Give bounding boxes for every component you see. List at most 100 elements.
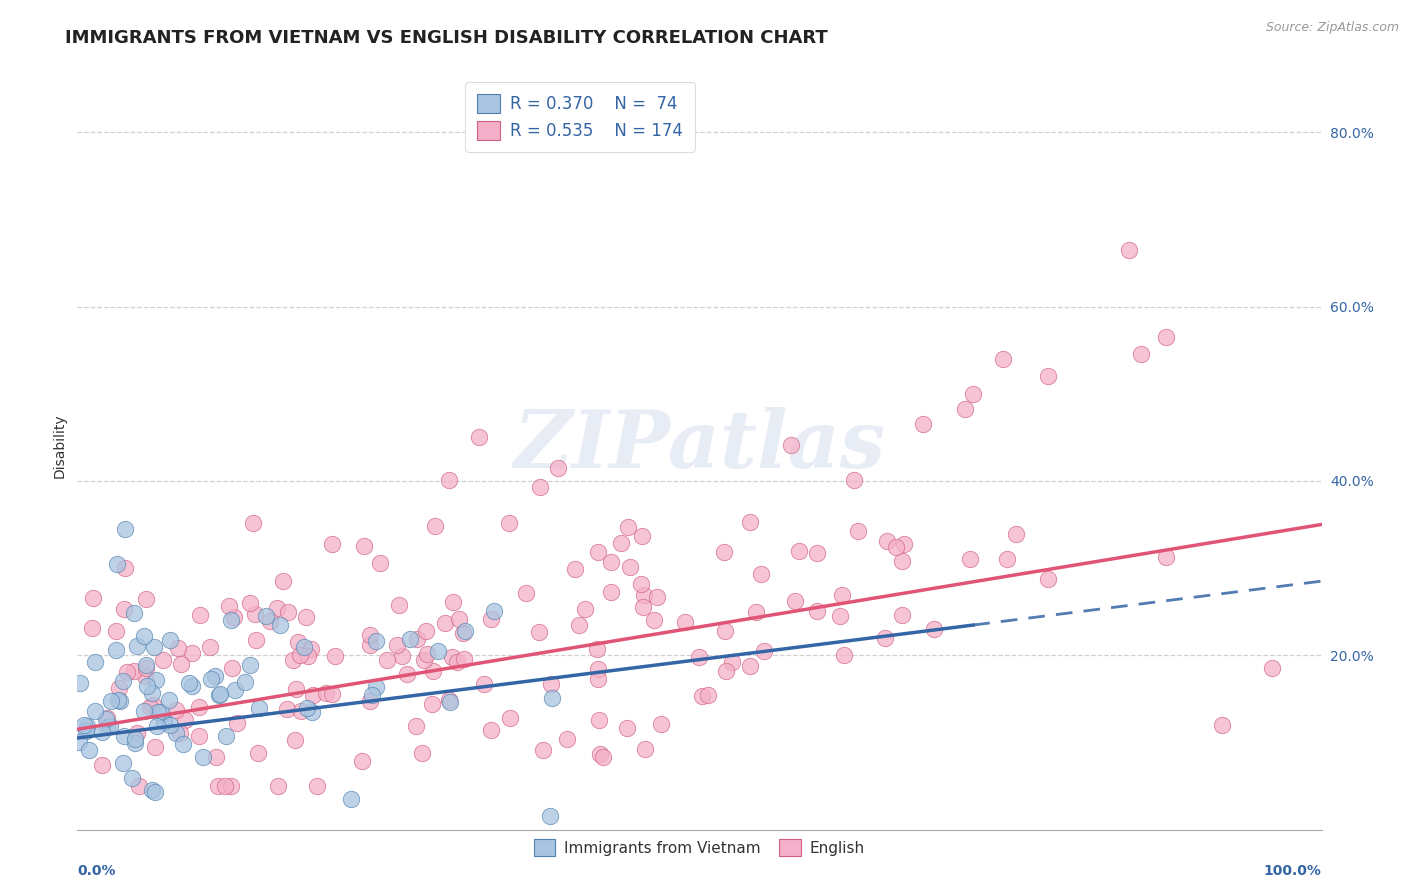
Point bbox=[135, 591, 157, 606]
Point bbox=[301, 688, 323, 702]
Point bbox=[368, 556, 391, 570]
Point bbox=[142, 640, 165, 654]
Point bbox=[787, 543, 810, 558]
Point bbox=[1036, 369, 1059, 384]
Point bbox=[527, 624, 550, 639]
Point bbox=[1118, 243, 1140, 257]
Point bbox=[361, 688, 384, 702]
Point bbox=[437, 473, 460, 487]
Point bbox=[647, 590, 669, 604]
Point bbox=[541, 690, 564, 705]
Point bbox=[249, 701, 271, 715]
Point bbox=[105, 643, 128, 657]
Point bbox=[592, 750, 614, 764]
Point bbox=[439, 695, 461, 709]
Point bbox=[405, 632, 427, 647]
Point bbox=[832, 648, 855, 663]
Point bbox=[219, 613, 242, 627]
Point bbox=[991, 352, 1014, 367]
Point bbox=[67, 735, 90, 749]
Point bbox=[831, 588, 853, 602]
Point bbox=[159, 718, 181, 732]
Point bbox=[893, 537, 915, 551]
Point bbox=[112, 729, 135, 743]
Point bbox=[1036, 572, 1059, 586]
Point bbox=[479, 612, 502, 626]
Point bbox=[132, 704, 155, 718]
Point bbox=[84, 655, 107, 669]
Point bbox=[745, 605, 768, 619]
Point bbox=[453, 652, 475, 666]
Point bbox=[108, 694, 131, 708]
Point bbox=[633, 600, 655, 615]
Point bbox=[451, 626, 474, 640]
Point bbox=[531, 742, 554, 756]
Point bbox=[276, 701, 298, 715]
Point bbox=[107, 681, 129, 696]
Point bbox=[412, 653, 434, 667]
Point bbox=[138, 700, 160, 714]
Point bbox=[688, 650, 710, 665]
Point bbox=[713, 545, 735, 559]
Point bbox=[198, 640, 221, 654]
Point bbox=[214, 779, 236, 793]
Point bbox=[239, 657, 262, 672]
Point bbox=[422, 665, 444, 679]
Point bbox=[146, 705, 169, 719]
Point bbox=[122, 606, 145, 620]
Point bbox=[749, 566, 772, 581]
Point bbox=[714, 665, 737, 679]
Point bbox=[391, 648, 413, 663]
Point bbox=[141, 782, 163, 797]
Text: 0.0%: 0.0% bbox=[77, 864, 115, 878]
Point bbox=[588, 713, 610, 727]
Point bbox=[588, 545, 610, 559]
Point bbox=[574, 601, 596, 615]
Point bbox=[321, 687, 343, 701]
Point bbox=[340, 792, 363, 806]
Point bbox=[631, 529, 654, 543]
Point bbox=[297, 648, 319, 663]
Point bbox=[842, 473, 865, 487]
Point bbox=[141, 686, 163, 700]
Point bbox=[643, 613, 665, 627]
Point bbox=[135, 660, 157, 674]
Point bbox=[586, 662, 609, 676]
Point bbox=[259, 614, 281, 628]
Point bbox=[468, 430, 491, 444]
Point bbox=[292, 640, 315, 654]
Point bbox=[352, 755, 374, 769]
Point bbox=[224, 682, 246, 697]
Point bbox=[152, 652, 174, 666]
Point bbox=[246, 746, 269, 760]
Point bbox=[69, 675, 91, 690]
Point bbox=[420, 697, 443, 711]
Point bbox=[912, 417, 935, 432]
Point bbox=[540, 677, 562, 691]
Point bbox=[143, 785, 166, 799]
Point bbox=[271, 574, 294, 588]
Point bbox=[100, 694, 122, 708]
Point bbox=[399, 632, 422, 646]
Point bbox=[177, 675, 200, 690]
Point bbox=[221, 779, 243, 793]
Point bbox=[806, 546, 828, 560]
Point bbox=[222, 610, 245, 624]
Point bbox=[924, 622, 946, 636]
Text: 100.0%: 100.0% bbox=[1264, 864, 1322, 878]
Point bbox=[377, 653, 399, 667]
Point bbox=[288, 648, 311, 662]
Point bbox=[173, 713, 195, 727]
Point bbox=[180, 646, 202, 660]
Point bbox=[254, 609, 277, 624]
Point bbox=[284, 732, 307, 747]
Point bbox=[564, 562, 586, 576]
Point bbox=[405, 719, 427, 733]
Point bbox=[364, 680, 387, 694]
Point bbox=[305, 779, 328, 793]
Point bbox=[187, 700, 209, 714]
Point bbox=[953, 402, 976, 417]
Point bbox=[630, 576, 652, 591]
Point bbox=[124, 736, 146, 750]
Point bbox=[287, 635, 309, 649]
